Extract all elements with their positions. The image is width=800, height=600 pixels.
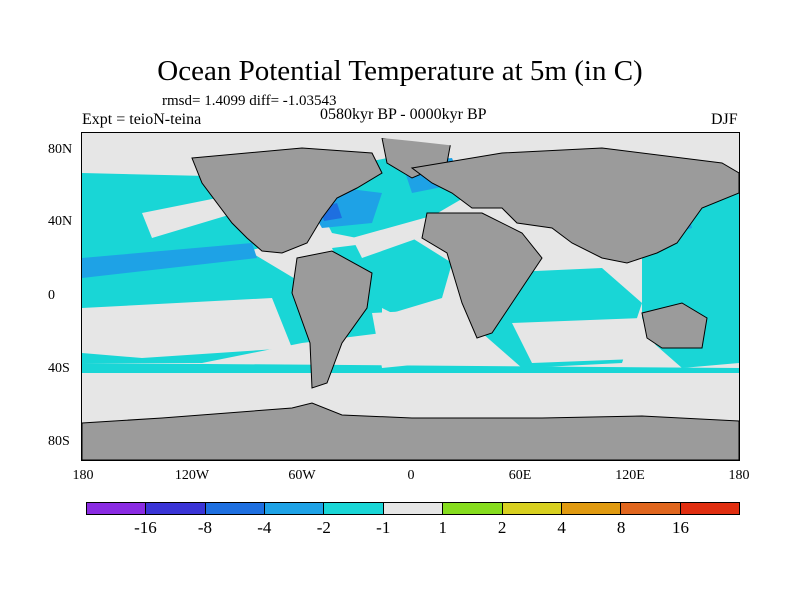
colorbar-label: 2 [497, 518, 507, 537]
lat-label: 40N [48, 214, 73, 229]
land-australia [641, 302, 708, 349]
period-label: 0580kyr BP - 0000kyr BP [320, 106, 487, 123]
map-canvas [82, 133, 739, 460]
neutral-south-indian [512, 318, 662, 363]
colorbar-label: 16 [672, 518, 690, 537]
colorbar-segment [324, 503, 384, 514]
colorbar-segment [502, 503, 562, 514]
land-africa [421, 212, 543, 339]
land-south-america [291, 250, 373, 389]
neutral-south-atlantic [372, 308, 482, 368]
land-layer [82, 135, 739, 460]
land-antarctica [82, 402, 739, 460]
lat-label: 80N [48, 142, 73, 157]
colorbar-label: 4 [557, 518, 566, 537]
lon-label: 180 [72, 468, 94, 483]
colorbar-segment [443, 503, 503, 514]
map-frame [81, 132, 740, 461]
colorbar-segment [383, 503, 444, 514]
colorbar-segment [621, 503, 681, 514]
colorbar-segment [680, 503, 739, 514]
lat-label: 40S [48, 361, 70, 376]
stats-label: rmsd= 1.4099 diff= -1.03543 [162, 93, 337, 109]
lon-label: 60W [288, 468, 316, 483]
colorbar-segment [87, 503, 147, 514]
colorbar-label: 8 [616, 518, 626, 537]
lon-label: 120E [615, 468, 645, 483]
colorbar-segment [561, 503, 622, 514]
colorbar-label: -2 [316, 518, 331, 537]
page-title: Ocean Potential Temperature at 5m (in C) [157, 55, 643, 87]
lat-label: 80S [48, 434, 70, 449]
colorbar-segment [205, 503, 266, 514]
neutral-southern-ring [82, 373, 739, 416]
neutral-south-pacific [82, 298, 292, 358]
colorbar-segment [265, 503, 325, 514]
strong-cool-pacific-band [82, 243, 257, 278]
lon-label: 180 [728, 468, 750, 483]
colorbar-segment [146, 503, 206, 514]
land-europe-asia [410, 147, 739, 264]
polar-masks [82, 133, 739, 163]
lon-label: 0 [407, 468, 415, 483]
colorbar-label: -4 [257, 518, 272, 537]
colorbar-label: 1 [438, 518, 447, 537]
colorbar-label: -8 [197, 518, 212, 537]
colorbar [86, 502, 740, 515]
colorbar-label: -16 [134, 518, 157, 537]
lon-label: 120W [174, 468, 210, 483]
season-label: DJF [711, 111, 738, 128]
lat-label: 0 [48, 288, 55, 303]
neutral-band-atlantic [352, 213, 447, 258]
colorbar-label: -1 [376, 518, 391, 537]
experiment-label: Expt = teioN-teina [82, 111, 202, 128]
lon-label: 60E [508, 468, 532, 483]
land-north-america [191, 147, 383, 254]
